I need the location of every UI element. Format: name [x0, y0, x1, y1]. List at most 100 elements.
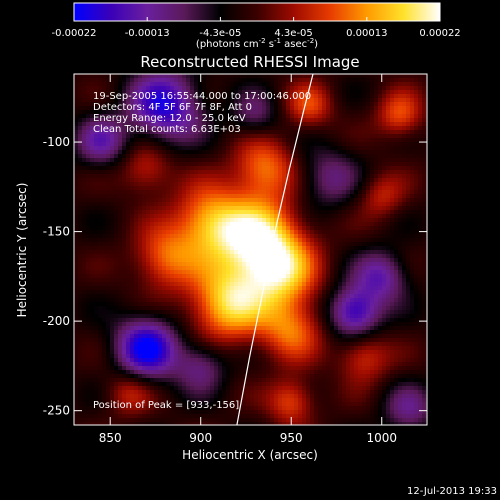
heatmap-cell — [270, 146, 275, 151]
heatmap-cell — [126, 286, 131, 291]
heatmap-cell — [258, 150, 263, 155]
heatmap-cell — [154, 198, 159, 203]
heatmap-cell — [246, 254, 251, 259]
heatmap-cell — [398, 110, 403, 115]
heatmap-cell — [282, 98, 287, 103]
heatmap-cell — [246, 294, 251, 299]
heatmap-cell — [250, 102, 255, 107]
heatmap-cell — [98, 286, 103, 291]
heatmap-cell — [74, 142, 79, 147]
heatmap-cell — [374, 82, 379, 87]
heatmap-cell — [406, 158, 411, 163]
heatmap-cell — [198, 186, 203, 191]
heatmap-cell — [230, 238, 235, 243]
heatmap-cell — [294, 126, 299, 131]
heatmap-cell — [318, 250, 323, 255]
heatmap-cell — [202, 78, 207, 83]
heatmap-cell — [290, 274, 295, 279]
heatmap-cell — [390, 190, 395, 195]
heatmap-cell — [170, 114, 175, 119]
heatmap-cell — [130, 158, 135, 163]
heatmap-cell — [414, 158, 419, 163]
heatmap-cell — [322, 258, 327, 263]
heatmap-cell — [206, 222, 211, 227]
heatmap-cell — [234, 202, 239, 207]
heatmap-cell — [286, 262, 291, 267]
heatmap-cell — [150, 182, 155, 187]
heatmap-cell — [354, 226, 359, 231]
heatmap-cell — [402, 106, 407, 111]
heatmap-cell — [330, 122, 335, 127]
heatmap-cell — [94, 226, 99, 231]
heatmap-cell — [274, 134, 279, 139]
heatmap-cell — [146, 194, 151, 199]
heatmap-cell — [222, 186, 227, 191]
heatmap-cell — [170, 250, 175, 255]
heatmap-cell — [150, 290, 155, 295]
heatmap-cell — [266, 286, 271, 291]
heatmap-cell — [110, 234, 115, 239]
heatmap-cell — [410, 130, 415, 135]
heatmap-cell — [74, 198, 79, 203]
heatmap-cell — [214, 154, 219, 159]
heatmap-cell — [138, 202, 143, 207]
heatmap-cell — [130, 170, 135, 175]
heatmap-cell — [130, 134, 135, 139]
heatmap-cell — [134, 122, 139, 127]
heatmap-cell — [262, 234, 267, 239]
heatmap-cell — [218, 214, 223, 219]
heatmap-cell — [234, 290, 239, 295]
heatmap-cell — [278, 94, 283, 99]
heatmap-cell — [186, 118, 191, 123]
heatmap-cell — [418, 238, 423, 243]
heatmap-cell — [302, 182, 307, 187]
heatmap-cell — [230, 122, 235, 127]
heatmap-cell — [186, 294, 191, 299]
heatmap-cell — [282, 78, 287, 83]
heatmap-cell — [98, 282, 103, 287]
heatmap-cell — [374, 174, 379, 179]
heatmap-cell — [106, 82, 111, 87]
heatmap-cell — [366, 78, 371, 83]
heatmap-cell — [410, 258, 415, 263]
heatmap-cell — [246, 282, 251, 287]
heatmap-cell — [242, 202, 247, 207]
heatmap-cell — [298, 174, 303, 179]
heatmap-cell — [214, 290, 219, 295]
heatmap-cell — [122, 218, 127, 223]
heatmap-cell — [382, 186, 387, 191]
heatmap-cell — [346, 126, 351, 131]
heatmap-cell — [374, 74, 379, 79]
heatmap-cell — [266, 86, 271, 91]
heatmap-cell — [90, 118, 95, 123]
heatmap-cell — [294, 278, 299, 283]
heatmap-cell — [138, 82, 143, 87]
heatmap-cell — [350, 102, 355, 107]
heatmap-cell — [406, 110, 411, 115]
heatmap-cell — [226, 194, 231, 199]
heatmap-cell — [250, 138, 255, 143]
heatmap-cell — [314, 234, 319, 239]
heatmap-cell — [338, 262, 343, 267]
heatmap-cell — [306, 222, 311, 227]
heatmap-cell — [78, 170, 83, 175]
heatmap-cell — [94, 258, 99, 263]
heatmap-cell — [202, 102, 207, 107]
heatmap-cell — [422, 90, 427, 95]
heatmap-cell — [238, 78, 243, 83]
heatmap-cell — [82, 290, 87, 295]
heatmap-cell — [390, 250, 395, 255]
heatmap-cell — [218, 162, 223, 167]
heatmap-cell — [198, 94, 203, 99]
heatmap-cell — [98, 190, 103, 195]
heatmap-cell — [190, 198, 195, 203]
heatmap-cell — [118, 258, 123, 263]
heatmap-cell — [250, 274, 255, 279]
heatmap-cell — [386, 194, 391, 199]
heatmap-cell — [118, 282, 123, 287]
heatmap-cell — [410, 214, 415, 219]
heatmap-cell — [358, 174, 363, 179]
heatmap-cell — [306, 98, 311, 103]
heatmap-cell — [250, 242, 255, 247]
heatmap-cell — [150, 286, 155, 291]
